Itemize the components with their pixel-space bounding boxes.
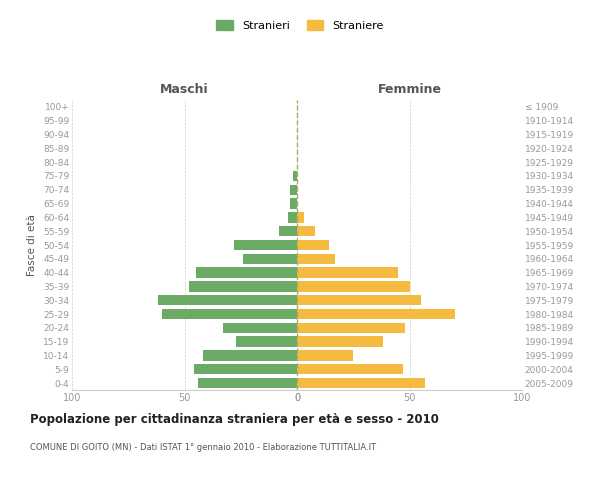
Bar [297,226,315,236]
Bar [297,322,405,333]
Bar [297,350,353,360]
Bar [236,336,297,347]
Bar [189,281,297,291]
Bar [293,171,297,181]
Text: COMUNE DI GOITO (MN) - Dati ISTAT 1° gennaio 2010 - Elaborazione TUTTITALIA.IT: COMUNE DI GOITO (MN) - Dati ISTAT 1° gen… [30,442,376,452]
Bar [223,322,297,333]
Text: Popolazione per cittadinanza straniera per età e sesso - 2010: Popolazione per cittadinanza straniera p… [30,412,439,426]
Bar [297,309,455,319]
Bar [297,378,425,388]
Bar [290,198,297,209]
Bar [162,309,297,319]
Bar [297,268,398,278]
Legend: Stranieri, Straniere: Stranieri, Straniere [212,16,388,35]
Bar [297,254,335,264]
Bar [193,364,297,374]
Title: Femmine: Femmine [377,83,442,96]
Bar [297,336,383,347]
Bar [290,184,297,195]
Bar [243,254,297,264]
Bar [297,295,421,306]
Bar [157,295,297,306]
Bar [203,350,297,360]
Bar [297,281,409,291]
Bar [196,268,297,278]
Bar [297,212,304,222]
Bar [234,240,297,250]
Bar [198,378,297,388]
Bar [297,240,329,250]
Title: Maschi: Maschi [160,83,209,96]
Bar [297,364,403,374]
Bar [279,226,297,236]
Y-axis label: Fasce di età: Fasce di età [28,214,37,276]
Bar [288,212,297,222]
